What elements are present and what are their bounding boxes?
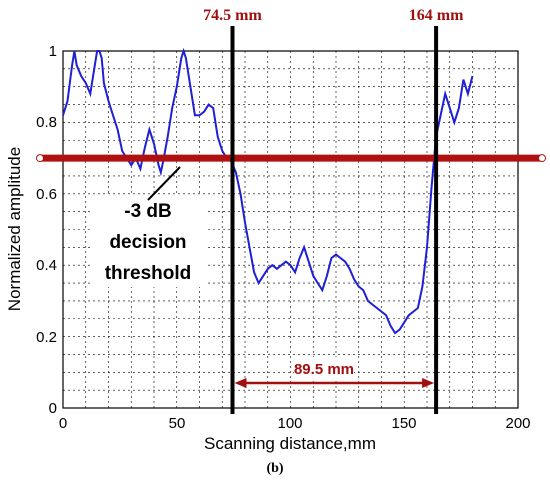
arrowhead-right — [422, 378, 435, 389]
annotation-box — [90, 195, 206, 287]
x-tick-label: 0 — [59, 415, 67, 432]
x-tick-label: 200 — [505, 415, 530, 432]
marker-label-left: 74.5 mm — [203, 7, 262, 24]
plot-frame — [62, 50, 519, 409]
x-tick-label: 150 — [391, 415, 416, 432]
y-tick-label: 0.2 — [36, 329, 57, 346]
y-tick-label: 0.4 — [36, 257, 57, 274]
y-ticks: 0 0.2 0.4 0.6 0.8 1 — [36, 43, 57, 417]
x-tick-label: 100 — [277, 415, 302, 432]
x-tick-label: 50 — [169, 415, 186, 432]
x-axis-label: Scanning distance,mm — [204, 434, 376, 453]
y-tick-label: 0.8 — [36, 114, 57, 131]
arrowhead-left — [234, 378, 247, 389]
y-tick-label: 0 — [49, 400, 57, 417]
series-line — [62, 47, 474, 335]
threshold-cap-left — [36, 154, 44, 163]
marker-label-right: 164 mm — [409, 7, 464, 24]
y-tick-label: 1 — [49, 43, 57, 60]
figure-caption: (b) — [266, 461, 284, 476]
distance-label-box — [294, 357, 354, 379]
y-axis-label: Normalized amplitude — [5, 147, 24, 311]
y-tick-label: 0.6 — [36, 186, 57, 203]
annotation-line-1: -3 dB — [124, 201, 172, 222]
annotation-pointer — [147, 166, 181, 201]
annotation-line-2: decision — [109, 232, 186, 253]
annotation-line-3: threshold — [105, 263, 192, 284]
distance-label: 89.5 mm — [294, 361, 354, 378]
threshold-cap-right — [538, 154, 546, 163]
x-ticks: 0 50 100 150 200 — [59, 415, 531, 432]
